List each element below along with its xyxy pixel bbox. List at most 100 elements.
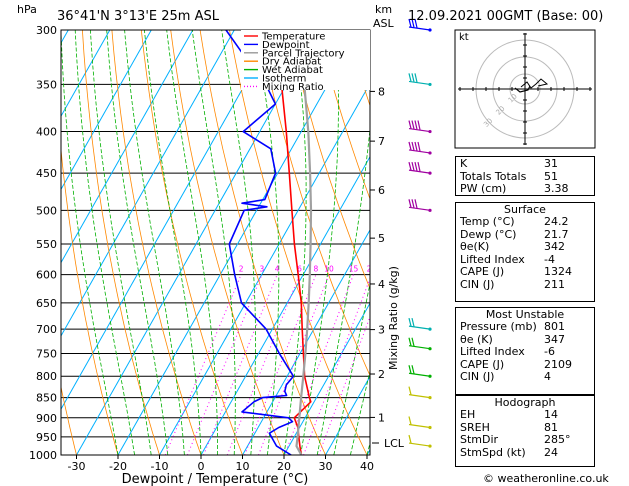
hodograph-stat-value: 285° — [544, 433, 571, 446]
most-unstable-row: Pressure (mb) 801 — [456, 320, 594, 334]
surface-label: Lifted Index — [460, 252, 525, 266]
mixing-ratio-label: 20 — [367, 265, 377, 274]
surface-label: Temp (°C) — [460, 215, 515, 228]
isotherm-line — [61, 30, 277, 411]
pressure-tick-label: 300 — [36, 24, 57, 37]
pressure-tick-label: 850 — [36, 392, 57, 405]
surface-value: 21.7 — [544, 227, 569, 241]
isotherm-line — [0, 30, 27, 455]
dry-adiabat-line — [170, 30, 285, 455]
x-axis-title: Dewpoint / Temperature (°C) — [122, 472, 309, 486]
index-label: Totals Totals — [460, 169, 527, 183]
wind-barb — [408, 434, 432, 448]
parcel-trajectory-curve — [295, 30, 313, 455]
lcl-label: LCL — [384, 437, 405, 450]
surface-row: θe(K) 342 — [456, 240, 594, 254]
most-unstable-title: Most Unstable — [485, 308, 565, 321]
surface-title: Surface — [504, 203, 546, 216]
km-unit-label: km — [375, 3, 392, 16]
most-unstable-label: θe (K) — [460, 332, 493, 346]
surface-value: 211 — [544, 277, 565, 291]
isotherm-line — [61, 30, 152, 191]
hodograph-table-title: Hodograph — [494, 396, 556, 409]
mixing-ratio-label: 8 — [314, 265, 319, 274]
hodograph-unit-label: kt — [459, 32, 469, 43]
most-unstable-row: Lifted Index -6 — [456, 345, 594, 359]
isotherm-line — [283, 302, 370, 455]
isotherm-line — [76, 30, 318, 455]
mixing-ratio-line — [164, 274, 242, 455]
hodograph-stat-value: 81 — [544, 420, 558, 434]
hodograph-trace — [520, 78, 549, 89]
mixing-ratio-label: 3 — [259, 265, 264, 274]
wet-adiabat-line — [191, 30, 236, 455]
surface-row: Temp (°C) 24.2 — [456, 215, 594, 229]
indices-table: K 31 Totals Totals 51 PW (cm) 3.38 — [455, 156, 595, 196]
surface-label: Dewp (°C) — [460, 227, 517, 241]
wet-adiabat-line — [106, 30, 169, 455]
most-unstable-row: θe (K) 347 — [456, 332, 594, 347]
pressure-tick-label: 800 — [36, 370, 57, 383]
temperature-tick-label: 10 — [236, 460, 250, 473]
wet-adiabat-line — [300, 30, 339, 455]
most-unstable-value: 2109 — [544, 357, 572, 371]
wet-adiabat-line — [350, 369, 370, 455]
index-row: PW (cm) 3.38 — [456, 182, 594, 196]
pressure-tick-label: 500 — [36, 204, 57, 217]
pressure-tick-label: 600 — [36, 269, 57, 282]
hodograph-stat-value: 14 — [544, 408, 558, 421]
dry-adiabat-line — [61, 384, 77, 455]
most-unstable-label: Pressure (mb) — [460, 320, 537, 333]
hodograph-stat-label: StmSpd (kt) — [460, 445, 526, 459]
pressure-tick-label: 700 — [36, 323, 57, 336]
surface-row: Lifted Index -4 — [456, 252, 594, 267]
pressure-tick-label: 900 — [36, 412, 57, 425]
isotherm-line — [200, 155, 370, 455]
hodograph-stat-value: 24 — [544, 445, 558, 459]
most-unstable-value: 4 — [544, 370, 551, 383]
index-label: K — [460, 157, 468, 170]
legend-label: Dewpoint — [262, 40, 310, 51]
hodograph-table: Hodograph EH 14 SREH 81 StmDir 285° StmSpd (kt… — [455, 395, 595, 467]
most-unstable-label: Lifted Index — [460, 345, 525, 358]
height-tick-label: 8 — [378, 85, 385, 98]
mixing-ratio-line — [284, 274, 354, 455]
dewpoint-curve — [225, 30, 295, 455]
mixing-ratio-line — [186, 274, 263, 455]
temperature-tick-label: 20 — [277, 460, 291, 473]
height-tick-label: 4 — [378, 278, 385, 291]
hodograph-ring-label: 10 — [507, 92, 519, 104]
mixing-ratio-label: 4 — [275, 265, 280, 274]
wind-barb — [408, 161, 432, 175]
legend-label: Mixing Ratio — [262, 82, 324, 93]
isotherm-line — [61, 30, 194, 264]
surface-value: -4 — [544, 252, 555, 266]
most-unstable-value: 801 — [544, 320, 565, 333]
legend-label: Isotherm — [262, 74, 306, 85]
dry-adiabat-line — [111, 30, 202, 455]
most-unstable-label: CAPE (J) — [460, 357, 505, 371]
most-unstable-table: Most Unstable Pressure (mb) 801 θe (K) 347 L… — [455, 307, 595, 395]
dry-adiabat-line — [229, 30, 368, 455]
copyright-text: © weatheronline.co.uk — [483, 472, 609, 485]
dry-adiabat-line — [317, 30, 370, 200]
mixing-ratio-line — [303, 277, 370, 455]
pressure-tick-label: 450 — [36, 167, 57, 180]
hodograph-stat-row: StmDir 285° — [456, 433, 594, 447]
height-tick-label: 1 — [378, 411, 385, 424]
wet-adiabat-line — [166, 30, 218, 455]
dry-adiabat-line — [199, 30, 326, 455]
most-unstable-value: -6 — [544, 345, 555, 358]
mixing-ratio-line — [258, 274, 330, 455]
surface-table: Surface Temp (°C) 24.2 Dewp (°C) 21.7 θe(K) 3… — [455, 202, 595, 302]
mixing-ratio-line — [244, 274, 317, 455]
dry-adiabat-line — [61, 145, 119, 455]
surface-label: CIN (J) — [460, 277, 495, 291]
most-unstable-row: CIN (J) 4 — [456, 370, 594, 384]
surface-value: 342 — [544, 240, 565, 253]
index-value: 51 — [544, 169, 558, 183]
dry-adiabat-line — [288, 30, 370, 290]
